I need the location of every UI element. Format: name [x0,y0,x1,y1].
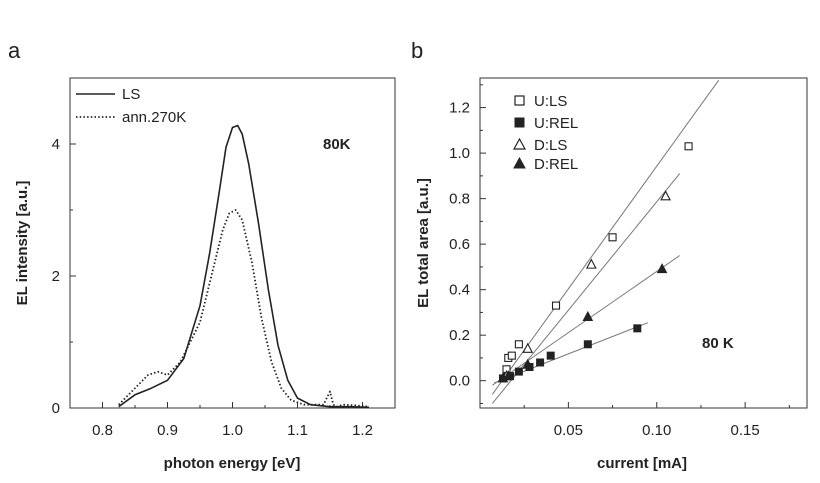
panel-a-ytick-label: 4 [52,136,60,153]
panel-b-xtick-label: 0.15 [731,422,760,439]
data-point-u-rel [546,351,555,360]
panel-b-ytick-label: 0.0 [449,373,470,390]
panel-a-label: a [8,38,21,63]
data-point-u-rel [514,367,523,376]
panel-b-temperature: 80 K [702,335,734,352]
legend-label-d-rel: D:REL [534,156,578,173]
data-point-d-ls [660,190,672,201]
fit-line-u-ls [491,79,720,395]
panel-b-ytick-label: 1.0 [449,145,470,162]
panel-b-ytick-label: 0.8 [449,191,470,208]
panel-b-xtick-label: 0.05 [554,422,583,439]
legend-label-ann270k: ann.270K [122,109,186,126]
panel-a-ytick-label: 2 [52,268,60,285]
legend-label-u-rel: U:REL [534,115,578,132]
panel-b-xlabel: current [mA] [597,455,687,472]
series-line-ann270k [118,209,370,408]
data-point-u-ls [608,233,617,242]
data-point-u-ls [551,301,561,310]
legend-label-ls: LS [122,86,140,103]
panel-a-xtick-label: 1.2 [352,422,373,439]
legend-marker-u-rel [514,117,525,128]
panel-b-xtick-label: 0.10 [642,422,671,439]
legend-marker-u-ls [514,95,525,106]
panel-a: a 0.8 0.9 1.0 1.1 1.2 0 2 4 LS ann.270K 80K pho… [8,38,396,472]
panel-b-ytick-label: 1.2 [449,100,470,117]
legend-marker-d-ls [512,137,527,150]
data-point-u-rel [536,358,545,367]
data-point-u-ls [507,351,516,360]
series-line-ls [118,124,370,409]
panel-a-xlabel: photon energy [eV] [164,455,301,472]
panel-b-frame [479,77,808,409]
panel-a-ylabel: EL intensity [a.u.] [14,181,31,306]
panel-a-xtick-label: 1.0 [222,422,243,439]
data-point-d-rel [502,370,514,381]
data-point-u-rel [583,340,592,349]
panel-a-xtick-label: 0.9 [157,422,178,439]
legend-label-d-ls: D:LS [534,137,567,154]
panel-b-ytick-label: 0.4 [449,282,470,299]
data-point-u-ls [514,340,523,349]
legend-marker-d-rel [513,156,526,169]
data-point-u-ls [684,142,693,151]
panel-a-xtick-label: 0.8 [92,422,113,439]
panel-a-xtick-label: 1.1 [287,422,308,439]
panel-b-ylabel: EL total area [a.u.] [415,178,432,308]
data-point-d-ls [585,258,597,269]
panel-a-ytick-label: 0 [52,400,60,417]
panel-b-label: b [411,38,423,63]
panel-a-temperature: 80K [323,136,351,153]
data-point-d-rel [522,358,534,369]
data-point-d-ls [522,342,534,353]
fit-line-d-ls [491,173,681,404]
panel-b-ytick-label: 0.2 [449,327,470,344]
legend-label-u-ls: U:LS [534,93,567,110]
panel-b: b 0.05 0.10 0.15 0.0 0.2 0.4 0.6 0.8 1.0 1.2 U:LS… [411,38,808,472]
data-point-d-rel [656,263,668,274]
data-point-d-rel [582,310,594,321]
panel-b-ytick-label: 0.6 [449,236,470,253]
data-point-u-rel [633,324,642,333]
